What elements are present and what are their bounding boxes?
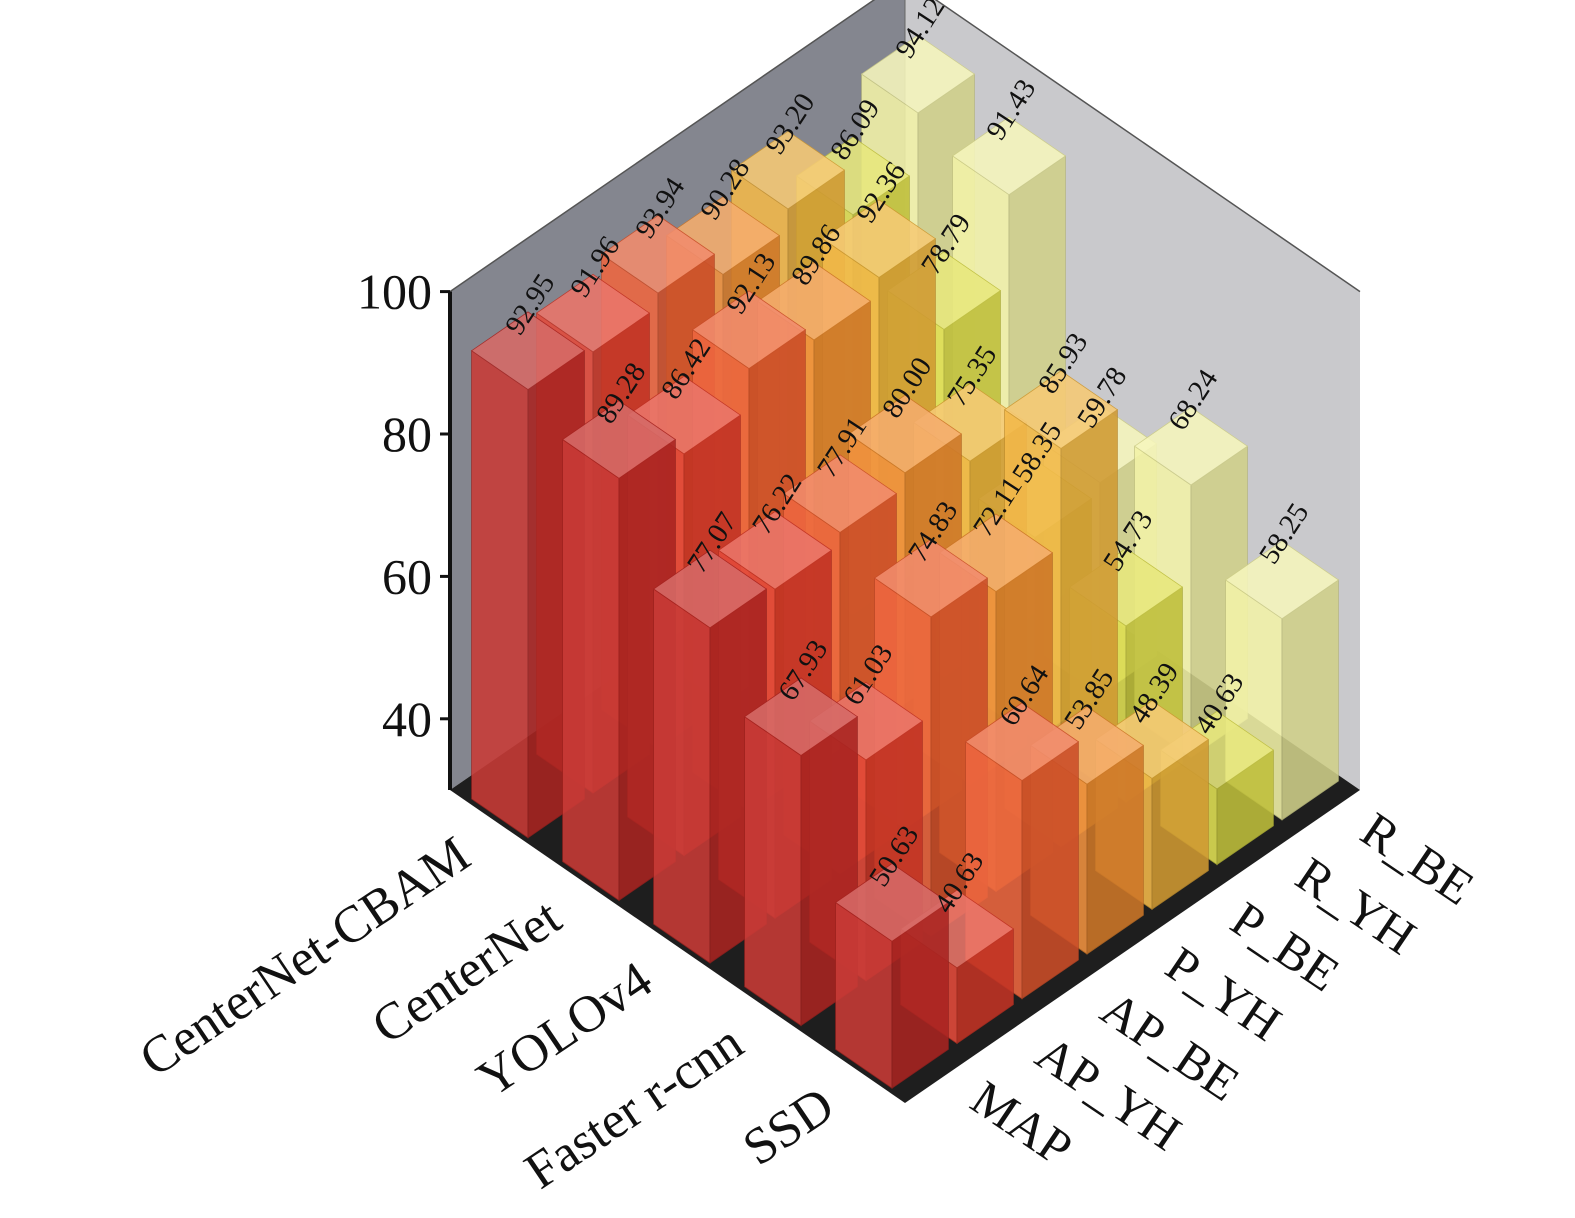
bar <box>834 863 950 1089</box>
bar-top-face <box>535 273 651 353</box>
category-label: SSD <box>733 1076 844 1177</box>
bar-top-face <box>873 538 989 618</box>
category-label: CenterNet-CBAM <box>130 826 480 1088</box>
bar-top-face <box>951 116 1067 196</box>
bar <box>1094 700 1210 911</box>
bar-top-face <box>834 863 950 942</box>
bar-right-face <box>1281 579 1339 821</box>
bar-left-face <box>562 438 620 902</box>
bar-top-face <box>1224 540 1340 620</box>
bar-left-face <box>744 715 802 1027</box>
bar-top-face <box>1133 406 1249 486</box>
bar-top-face <box>1003 370 1119 449</box>
bar-left-face <box>471 349 529 839</box>
bar-top-face <box>730 130 846 210</box>
bars <box>470 34 1340 1089</box>
bar-left-face <box>653 588 711 964</box>
bar-top-face <box>964 702 1080 782</box>
bar-top-face <box>743 677 859 756</box>
z-tick-label: 40 <box>382 691 432 747</box>
bar-top-face <box>860 34 976 114</box>
bar-top-face <box>470 311 586 391</box>
bar-top-face <box>600 214 716 294</box>
bar-top-face <box>652 549 768 629</box>
bar-top-face <box>782 454 898 533</box>
bar-top-face <box>847 394 963 474</box>
bar-top-face <box>691 290 807 370</box>
z-tick-label: 80 <box>382 406 432 462</box>
z-tick-label: 60 <box>382 548 432 604</box>
wall-top-edge <box>449 0 1361 293</box>
z-tick-label: 100 <box>357 264 432 320</box>
bar-right-face <box>1021 741 1079 1000</box>
bar-top-face <box>561 400 677 479</box>
bar-top-face <box>717 511 833 590</box>
bar-top-face <box>821 199 937 278</box>
z-axis: 40 60 80 100 <box>357 264 452 790</box>
